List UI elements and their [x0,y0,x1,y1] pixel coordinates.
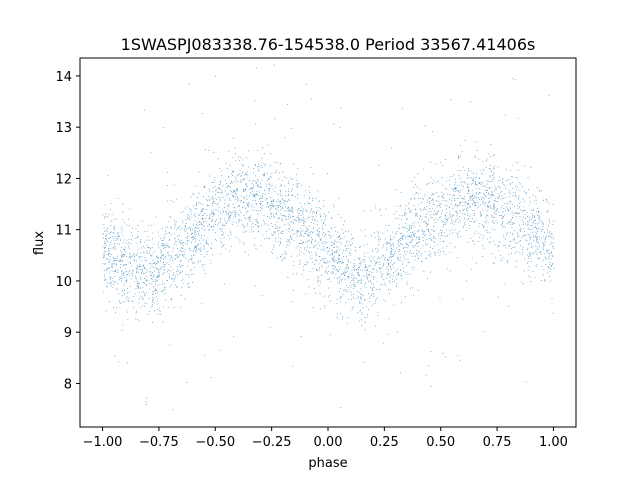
chart-title: 1SWASPJ083338.76-154538.0 Period 33567.4… [121,35,536,54]
y-tick-label: 12 [55,172,72,187]
y-tick-label: 14 [55,70,72,85]
y-tick-label: 13 [55,121,72,136]
x-tick-label: 0.75 [483,435,512,450]
x-tick-label: −0.75 [139,435,179,450]
x-tick-label: −0.25 [252,435,292,450]
y-axis-label: flux [32,231,47,255]
y-axis: 8 9 10 11 12 13 14 [55,70,80,392]
x-tick-label: 0.00 [314,435,343,450]
x-tick-label: −1.00 [83,435,123,450]
x-tick-label: 0.25 [370,435,399,450]
x-tick-label: −0.50 [195,435,235,450]
y-tick-label: 9 [64,326,72,341]
x-tick-label: 0.50 [426,435,455,450]
x-axis: −1.00 −0.75 −0.50 −0.25 0.00 0.25 0.50 0.75 1.00 [83,427,568,450]
x-axis-label: phase [308,456,347,471]
y-tick-label: 8 [64,377,72,392]
y-tick-label: 10 [55,275,72,290]
x-tick-label: 1.00 [539,435,568,450]
y-tick-label: 11 [55,224,72,239]
